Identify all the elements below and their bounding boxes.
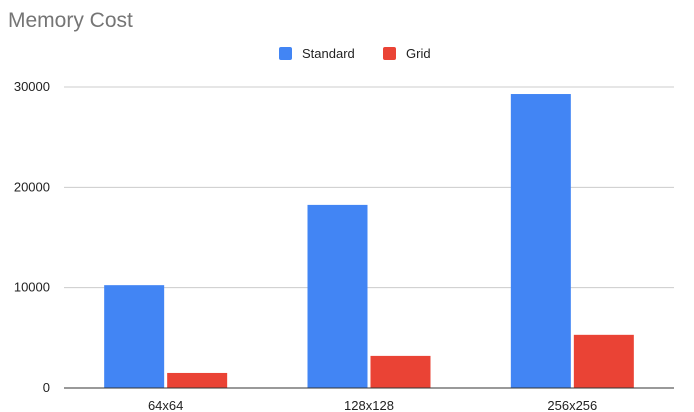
y-tick-label: 0 [43,380,50,395]
bar-grid-128x128 [370,355,431,388]
bar-grid-256x256 [573,334,634,388]
x-tick-label: 128x128 [344,398,394,412]
legend-label-standard: Standard [302,46,355,61]
bars [104,94,634,389]
x-tick-label: 256x256 [547,398,597,412]
y-tick-label: 30000 [14,79,50,94]
bar-standard-64x64 [104,285,165,388]
bar-standard-256x256 [510,94,571,389]
legend-swatch-standard [279,47,292,60]
legend-label-grid: Grid [406,46,431,61]
chart-title: Memory Cost [8,9,133,32]
x-tick-label: 64x64 [148,398,183,412]
y-tick-label: 10000 [14,280,50,295]
y-tick-label: 20000 [14,179,50,194]
gridlines [64,86,674,289]
bar-grid-64x64 [167,372,228,388]
legend-swatch-grid [383,47,396,60]
bar-standard-128x128 [307,204,368,388]
axes: 0 10000 20000 30000 64x64 128x128 256x256 [14,79,674,412]
chart-legend: Standard Grid [279,46,431,61]
